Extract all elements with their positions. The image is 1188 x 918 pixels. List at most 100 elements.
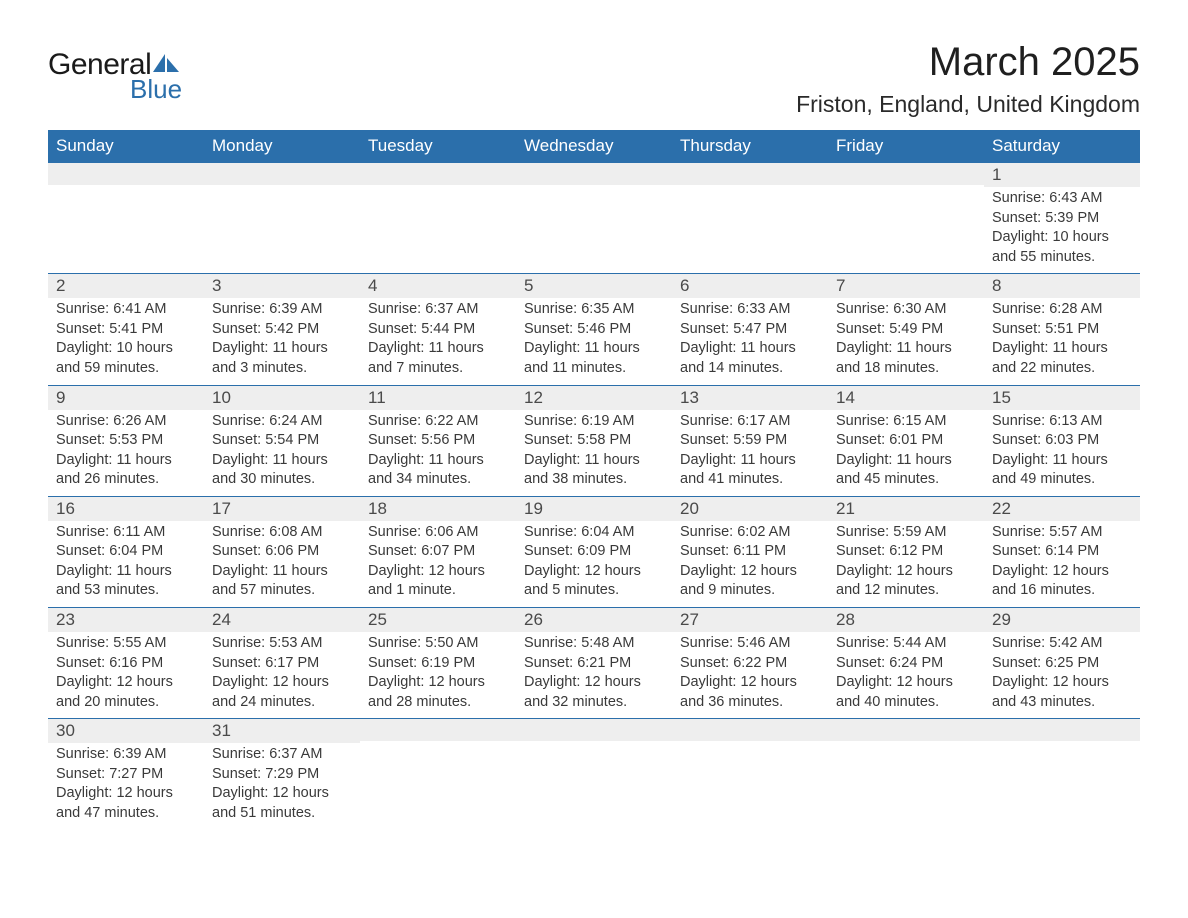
sunrise-line: Sunrise: 5:46 AM <box>680 634 820 654</box>
day-number: 15 <box>984 386 1140 410</box>
month-title: March 2025 <box>796 40 1140 85</box>
day-number: 18 <box>360 497 516 521</box>
day-number: 9 <box>48 386 204 410</box>
calendar-header-row: SundayMondayTuesdayWednesdayThursdayFrid… <box>48 130 1140 163</box>
sunset-line: Sunset: 5:49 PM <box>836 320 976 340</box>
daylight-line: Daylight: 12 hours and 20 minutes. <box>56 673 196 712</box>
calendar-week-row: 23Sunrise: 5:55 AMSunset: 6:16 PMDayligh… <box>48 608 1140 719</box>
sunset-line: Sunset: 6:21 PM <box>524 654 664 674</box>
weekday-header: Thursday <box>672 130 828 163</box>
daylight-line: Daylight: 12 hours and 43 minutes. <box>992 673 1132 712</box>
daylight-line: Daylight: 12 hours and 36 minutes. <box>680 673 820 712</box>
calendar-empty-cell <box>48 163 204 274</box>
sunrise-line: Sunrise: 6:43 AM <box>992 189 1132 209</box>
day-number: 6 <box>672 274 828 298</box>
sunset-line: Sunset: 6:22 PM <box>680 654 820 674</box>
daylight-line: Daylight: 11 hours and 3 minutes. <box>212 339 352 378</box>
sunset-line: Sunset: 6:06 PM <box>212 542 352 562</box>
sunset-line: Sunset: 6:03 PM <box>992 431 1132 451</box>
calendar-empty-cell <box>672 719 828 830</box>
day-number: 29 <box>984 608 1140 632</box>
day-details: Sunrise: 6:13 AMSunset: 6:03 PMDaylight:… <box>984 410 1140 496</box>
day-number: 3 <box>204 274 360 298</box>
calendar-empty-cell <box>516 163 672 274</box>
calendar-day-cell: 10Sunrise: 6:24 AMSunset: 5:54 PMDayligh… <box>204 385 360 496</box>
day-number <box>360 719 516 741</box>
daylight-line: Daylight: 12 hours and 9 minutes. <box>680 562 820 601</box>
daylight-line: Daylight: 12 hours and 16 minutes. <box>992 562 1132 601</box>
sunset-line: Sunset: 5:58 PM <box>524 431 664 451</box>
day-number <box>516 163 672 185</box>
sunrise-line: Sunrise: 6:33 AM <box>680 300 820 320</box>
daylight-line: Daylight: 11 hours and 41 minutes. <box>680 451 820 490</box>
daylight-line: Daylight: 11 hours and 18 minutes. <box>836 339 976 378</box>
calendar-day-cell: 8Sunrise: 6:28 AMSunset: 5:51 PMDaylight… <box>984 274 1140 385</box>
calendar-week-row: 1Sunrise: 6:43 AMSunset: 5:39 PMDaylight… <box>48 163 1140 274</box>
day-number: 14 <box>828 386 984 410</box>
day-details: Sunrise: 6:37 AMSunset: 5:44 PMDaylight:… <box>360 298 516 384</box>
sunrise-line: Sunrise: 6:15 AM <box>836 412 976 432</box>
day-number <box>828 163 984 185</box>
calendar-day-cell: 22Sunrise: 5:57 AMSunset: 6:14 PMDayligh… <box>984 496 1140 607</box>
calendar-empty-cell <box>516 719 672 830</box>
day-details: Sunrise: 6:39 AMSunset: 7:27 PMDaylight:… <box>48 743 204 829</box>
day-number: 7 <box>828 274 984 298</box>
sunset-line: Sunset: 6:16 PM <box>56 654 196 674</box>
day-details: Sunrise: 6:39 AMSunset: 5:42 PMDaylight:… <box>204 298 360 384</box>
day-details: Sunrise: 6:19 AMSunset: 5:58 PMDaylight:… <box>516 410 672 496</box>
calendar-day-cell: 26Sunrise: 5:48 AMSunset: 6:21 PMDayligh… <box>516 608 672 719</box>
sunrise-line: Sunrise: 5:42 AM <box>992 634 1132 654</box>
day-number: 1 <box>984 163 1140 187</box>
day-number: 23 <box>48 608 204 632</box>
day-details <box>360 741 516 819</box>
day-number: 22 <box>984 497 1140 521</box>
day-number: 17 <box>204 497 360 521</box>
calendar-day-cell: 30Sunrise: 6:39 AMSunset: 7:27 PMDayligh… <box>48 719 204 830</box>
day-details <box>360 185 516 263</box>
calendar-day-cell: 18Sunrise: 6:06 AMSunset: 6:07 PMDayligh… <box>360 496 516 607</box>
day-details: Sunrise: 6:26 AMSunset: 5:53 PMDaylight:… <box>48 410 204 496</box>
calendar-week-row: 30Sunrise: 6:39 AMSunset: 7:27 PMDayligh… <box>48 719 1140 830</box>
sunrise-line: Sunrise: 6:30 AM <box>836 300 976 320</box>
calendar-day-cell: 4Sunrise: 6:37 AMSunset: 5:44 PMDaylight… <box>360 274 516 385</box>
calendar-week-row: 2Sunrise: 6:41 AMSunset: 5:41 PMDaylight… <box>48 274 1140 385</box>
day-details: Sunrise: 5:50 AMSunset: 6:19 PMDaylight:… <box>360 632 516 718</box>
day-number: 31 <box>204 719 360 743</box>
day-number: 12 <box>516 386 672 410</box>
day-details: Sunrise: 6:17 AMSunset: 5:59 PMDaylight:… <box>672 410 828 496</box>
day-details <box>672 741 828 819</box>
weekday-header: Monday <box>204 130 360 163</box>
calendar-week-row: 9Sunrise: 6:26 AMSunset: 5:53 PMDaylight… <box>48 385 1140 496</box>
day-details <box>828 185 984 263</box>
calendar-empty-cell <box>984 719 1140 830</box>
calendar-day-cell: 29Sunrise: 5:42 AMSunset: 6:25 PMDayligh… <box>984 608 1140 719</box>
sunset-line: Sunset: 6:01 PM <box>836 431 976 451</box>
daylight-line: Daylight: 12 hours and 51 minutes. <box>212 784 352 823</box>
daylight-line: Daylight: 11 hours and 38 minutes. <box>524 451 664 490</box>
calendar-empty-cell <box>828 719 984 830</box>
day-number <box>984 719 1140 741</box>
sunrise-line: Sunrise: 6:02 AM <box>680 523 820 543</box>
daylight-line: Daylight: 11 hours and 26 minutes. <box>56 451 196 490</box>
sunset-line: Sunset: 5:44 PM <box>368 320 508 340</box>
sunrise-line: Sunrise: 6:35 AM <box>524 300 664 320</box>
day-details: Sunrise: 6:28 AMSunset: 5:51 PMDaylight:… <box>984 298 1140 384</box>
sunset-line: Sunset: 5:56 PM <box>368 431 508 451</box>
daylight-line: Daylight: 10 hours and 55 minutes. <box>992 228 1132 267</box>
daylight-line: Daylight: 11 hours and 34 minutes. <box>368 451 508 490</box>
day-details: Sunrise: 6:37 AMSunset: 7:29 PMDaylight:… <box>204 743 360 829</box>
day-number: 2 <box>48 274 204 298</box>
day-details: Sunrise: 6:35 AMSunset: 5:46 PMDaylight:… <box>516 298 672 384</box>
title-block: March 2025 Friston, England, United King… <box>796 40 1140 118</box>
brand-word-blue: Blue <box>130 76 182 102</box>
sunrise-line: Sunrise: 6:11 AM <box>56 523 196 543</box>
day-details: Sunrise: 6:02 AMSunset: 6:11 PMDaylight:… <box>672 521 828 607</box>
weekday-header: Sunday <box>48 130 204 163</box>
day-number <box>516 719 672 741</box>
daylight-line: Daylight: 11 hours and 14 minutes. <box>680 339 820 378</box>
sunrise-line: Sunrise: 6:41 AM <box>56 300 196 320</box>
calendar-empty-cell <box>828 163 984 274</box>
sunrise-line: Sunrise: 6:28 AM <box>992 300 1132 320</box>
sunrise-line: Sunrise: 6:08 AM <box>212 523 352 543</box>
day-details: Sunrise: 6:33 AMSunset: 5:47 PMDaylight:… <box>672 298 828 384</box>
